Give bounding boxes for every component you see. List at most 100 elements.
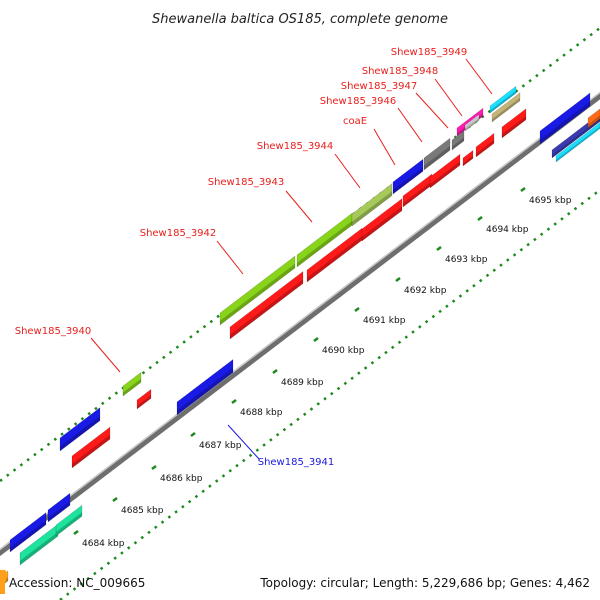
- gene-label[interactable]: Shew185_3948: [362, 66, 439, 77]
- cds-teal-1-shade: [20, 531, 58, 565]
- footer-orange-tab: [0, 570, 5, 594]
- scale-label: 4691 kbp: [363, 316, 406, 326]
- cds-red-8[interactable]: [501, 108, 527, 139]
- cds-shew185-3948[interactable]: [464, 113, 480, 132]
- label-leader-line: [434, 78, 463, 117]
- label-leader-line: [397, 107, 423, 143]
- scale-tick: [272, 369, 278, 374]
- gene-label[interactable]: Shew185_3946: [320, 96, 397, 107]
- gene-label[interactable]: coaE: [343, 116, 367, 127]
- cds-shew185-3941-shade: [177, 367, 233, 415]
- label-leader-line: [285, 190, 313, 223]
- cds-red-6[interactable]: [462, 149, 474, 167]
- cds-right-cyan[interactable]: [555, 122, 600, 163]
- scale-tick: [313, 337, 319, 342]
- scale-label: 4689 kbp: [281, 378, 324, 388]
- cds-coae[interactable]: [392, 158, 424, 195]
- cds-red-5[interactable]: [429, 153, 461, 189]
- cds-right-orange-shade: [588, 115, 600, 128]
- cds-shew185-3941[interactable]: [176, 358, 234, 416]
- cds-teal-2-shade: [56, 512, 82, 536]
- cds-red-1-shade: [230, 279, 303, 339]
- cds-shew185-3944-shade: [352, 191, 392, 226]
- cds-red-3[interactable]: [361, 198, 403, 242]
- cds-shew185-3940[interactable]: [122, 371, 142, 397]
- topology-text: Topology: circular; Length: 5,229,686 bp…: [259, 576, 590, 590]
- gene-label[interactable]: Shew185_3944: [257, 141, 334, 152]
- scale-label: 4686 kbp: [160, 474, 203, 484]
- map-title: Shewanella baltica OS185, complete genom…: [152, 12, 448, 27]
- cds-shew185-3949b-shade: [492, 97, 520, 122]
- scale-tick: [520, 187, 526, 192]
- scale-label: 4693 kbp: [445, 255, 488, 265]
- label-leader-line: [334, 153, 361, 189]
- cds-shew185-3949-shade: [490, 90, 516, 113]
- scale-label: 4690 kbp: [322, 346, 365, 356]
- gene-labels: Shew185_3949 Shew185_3948 Shew185_3947 Shew…: [15, 47, 468, 468]
- cds-left-blue-2[interactable]: [9, 512, 47, 553]
- gene-label[interactable]: Shew185_3943: [208, 177, 285, 188]
- cds-shew185-3946-shade: [424, 146, 450, 170]
- scale-tick: [231, 399, 237, 404]
- cds-right-blue-1-shade: [540, 101, 590, 144]
- cds-teal-2[interactable]: [55, 504, 83, 537]
- gene-features: [0, 85, 600, 588]
- cds-red-1[interactable]: [229, 271, 304, 340]
- cds-left-blue-3[interactable]: [47, 492, 71, 523]
- cds-red-2-shade: [307, 236, 362, 282]
- gene-label[interactable]: Shew185_3949: [391, 47, 468, 58]
- scale-tick: [73, 530, 79, 535]
- cds-shew185-3948-shade: [465, 118, 479, 131]
- cds-left-blue-1[interactable]: [59, 407, 101, 452]
- scale-labels: 4684 kbp 4685 kbp 4686 kbp 4687 kbp 4688 kbp…: [82, 196, 572, 549]
- cds-red-7[interactable]: [475, 132, 495, 158]
- cds-red-5-shade: [430, 161, 460, 188]
- label-leader-line: [216, 240, 244, 275]
- scale-tick: [190, 432, 196, 437]
- cds-shew185-3949[interactable]: [489, 85, 517, 114]
- cds-red-9-shade: [137, 395, 151, 409]
- gene-label[interactable]: Shew185_3940: [15, 326, 92, 337]
- cds-right-blue-1[interactable]: [539, 92, 591, 145]
- cds-shew185-3944[interactable]: [351, 183, 393, 227]
- cds-shew185-3949b[interactable]: [491, 92, 521, 123]
- scale-label: 4687 kbp: [199, 441, 242, 451]
- accession-text: Accession: NC_009665: [9, 576, 145, 590]
- label-leader-line: [373, 128, 396, 166]
- gene-label[interactable]: Shew185_3942: [140, 228, 217, 239]
- label-leader-line: [465, 58, 493, 95]
- cds-red-3-shade: [362, 206, 402, 241]
- cds-red-8-shade: [502, 115, 526, 138]
- scale-label: 4685 kbp: [121, 506, 164, 516]
- cds-teal-1[interactable]: [19, 523, 59, 566]
- cds-red-7-shade: [476, 139, 494, 157]
- cds-shew185-3942[interactable]: [219, 255, 296, 326]
- cds-red-9[interactable]: [136, 388, 152, 410]
- cds-shew185-3947[interactable]: [451, 130, 465, 151]
- cds-red-10-shade: [72, 434, 110, 468]
- scale-tick: [395, 277, 401, 282]
- cds-red-4-shade: [403, 181, 432, 207]
- cds-right-orange[interactable]: [587, 108, 600, 129]
- cds-red-10[interactable]: [71, 426, 111, 469]
- label-leader-line: [415, 92, 449, 129]
- gene-label[interactable]: Shew185_3941: [258, 457, 335, 468]
- scale-tick: [151, 465, 157, 470]
- scale-label: 4694 kbp: [486, 225, 529, 235]
- scale-label: 4692 kbp: [404, 286, 447, 296]
- scale-label: 4684 kbp: [82, 539, 125, 549]
- cds-right-navy-shade: [552, 118, 600, 158]
- scale-tick: [354, 307, 360, 312]
- genome-backbone: [0, 91, 600, 557]
- cds-left-blue-1-shade: [60, 416, 100, 451]
- gene-label[interactable]: Shew185_3947: [341, 81, 418, 92]
- cds-coae-shade: [393, 167, 423, 194]
- cds-shew185-3946[interactable]: [423, 137, 451, 171]
- cds-shew185-3943-shade: [297, 221, 352, 267]
- scale-label: 4688 kbp: [240, 408, 283, 418]
- scale-ticks: [73, 187, 526, 535]
- scale-tick: [477, 216, 483, 221]
- scale-tick: [436, 246, 442, 251]
- cds-shew185-3940-shade: [123, 378, 141, 396]
